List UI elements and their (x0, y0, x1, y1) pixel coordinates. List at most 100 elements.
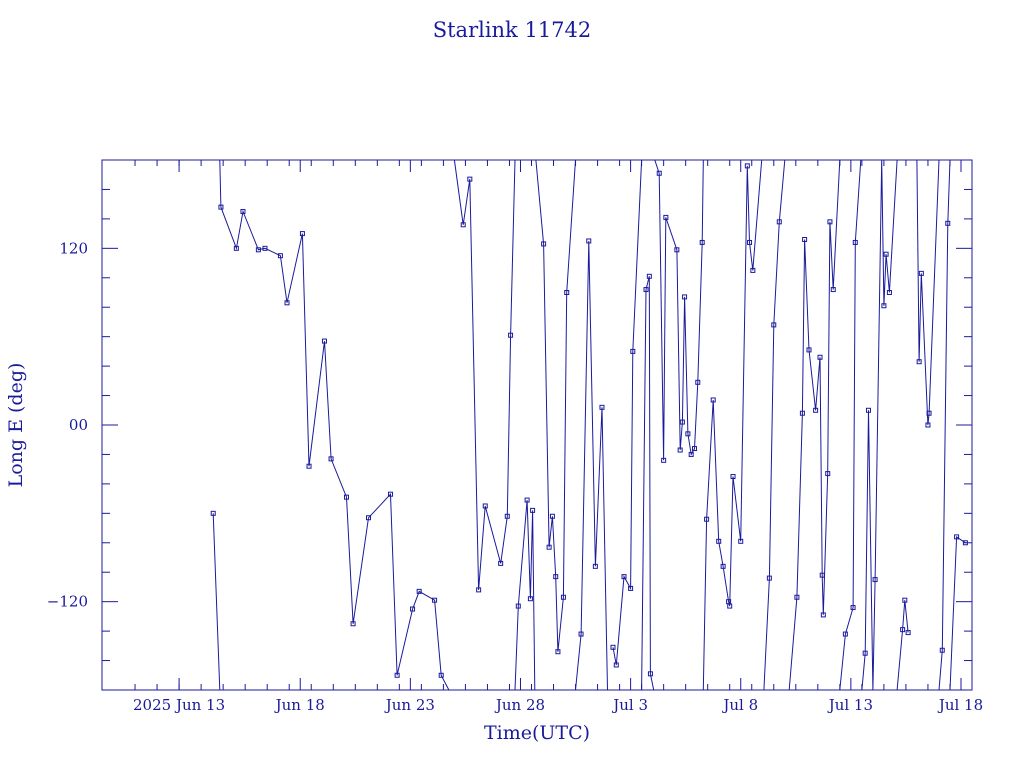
data-point (939, 647, 945, 653)
data-point (720, 563, 726, 569)
series-line (212, 159, 966, 691)
data-point (962, 540, 968, 546)
data-point (328, 456, 334, 462)
data-point (710, 397, 716, 403)
data-point (842, 631, 848, 637)
data-point (610, 644, 616, 650)
data-point (527, 596, 533, 602)
data-point (883, 251, 889, 257)
data-point (799, 410, 805, 416)
series-longitude (212, 159, 966, 691)
data-point (515, 603, 521, 609)
data-point (691, 446, 697, 452)
data-point (872, 577, 878, 583)
data-point (820, 612, 826, 618)
data-point (546, 544, 552, 550)
data-point (730, 474, 736, 480)
data-point (555, 649, 561, 655)
data-point (747, 239, 753, 245)
data-point (916, 359, 922, 365)
data-point (886, 290, 892, 295)
data-point (661, 457, 667, 463)
y-tick-label: 120 (59, 239, 88, 257)
data-point (530, 507, 536, 513)
series-markers (210, 163, 968, 678)
data-point (656, 170, 662, 176)
data-point (599, 404, 605, 410)
data-point (685, 431, 691, 437)
x-axis-label: Time(UTC) (484, 722, 590, 744)
data-point (852, 239, 858, 245)
data-point (865, 407, 871, 413)
data-point (432, 597, 438, 603)
data-point (716, 538, 722, 544)
data-point (410, 606, 416, 612)
data-point (504, 513, 510, 519)
data-point (467, 176, 473, 182)
chart-title: Starlink 11742 (433, 18, 592, 42)
data-point (460, 222, 466, 228)
data-point (905, 630, 911, 636)
data-point (766, 575, 772, 581)
x-tick-label: Jun 23 (384, 696, 435, 714)
data-point (277, 253, 283, 259)
data-point (679, 419, 685, 425)
data-point (925, 422, 931, 428)
data-point (902, 597, 908, 603)
data-point (688, 451, 694, 457)
x-tick-label: Jul 3 (611, 696, 648, 714)
y-tick-label: 00 (69, 416, 88, 434)
data-point (802, 237, 808, 242)
data-point (210, 510, 216, 516)
data-point (299, 231, 305, 237)
data-point (586, 238, 592, 244)
data-point (744, 163, 750, 169)
data-point (553, 574, 559, 580)
data-point (394, 672, 400, 678)
x-tick-label: Jun 28 (494, 696, 545, 714)
data-point (233, 245, 239, 251)
data-point (926, 410, 932, 416)
data-point (850, 605, 856, 611)
data-point (630, 348, 636, 354)
data-point (524, 497, 530, 503)
data-point (621, 574, 627, 580)
data-point (321, 338, 327, 344)
data-point (560, 594, 566, 600)
data-point (438, 672, 444, 678)
data-point (682, 294, 688, 300)
x-tick-label: Jul 8 (721, 696, 758, 714)
data-point (704, 516, 710, 522)
data-point (813, 407, 819, 413)
y-tick-labels: 120 00 −120 (47, 239, 88, 610)
x-tick-labels: 2025 Jun 13 Jun 18 Jun 23 Jun 28 Jul 3 Jul 8 J… (133, 696, 983, 714)
x-tick-label: Jun 18 (274, 696, 325, 714)
data-point (416, 588, 422, 594)
data-point (825, 471, 831, 477)
data-point (262, 245, 268, 251)
data-point (476, 587, 482, 593)
data-point (564, 290, 570, 295)
data-point (776, 219, 782, 225)
data-point (794, 594, 800, 600)
data-point (643, 287, 649, 293)
data-point (862, 650, 868, 656)
data-point (881, 303, 887, 309)
data-point (750, 267, 756, 273)
data-point (819, 572, 825, 578)
data-point (699, 239, 705, 245)
data-point (646, 273, 652, 279)
data-point (218, 204, 224, 210)
data-point (541, 241, 547, 247)
data-point (366, 515, 372, 521)
data-point (738, 538, 744, 544)
data-point (674, 247, 680, 253)
data-point (482, 503, 488, 509)
y-tick-label: −120 (47, 593, 88, 611)
data-point (647, 671, 653, 677)
data-point (628, 585, 634, 591)
data-point (945, 220, 951, 226)
axis-ticks (102, 159, 973, 691)
data-point (830, 287, 836, 293)
